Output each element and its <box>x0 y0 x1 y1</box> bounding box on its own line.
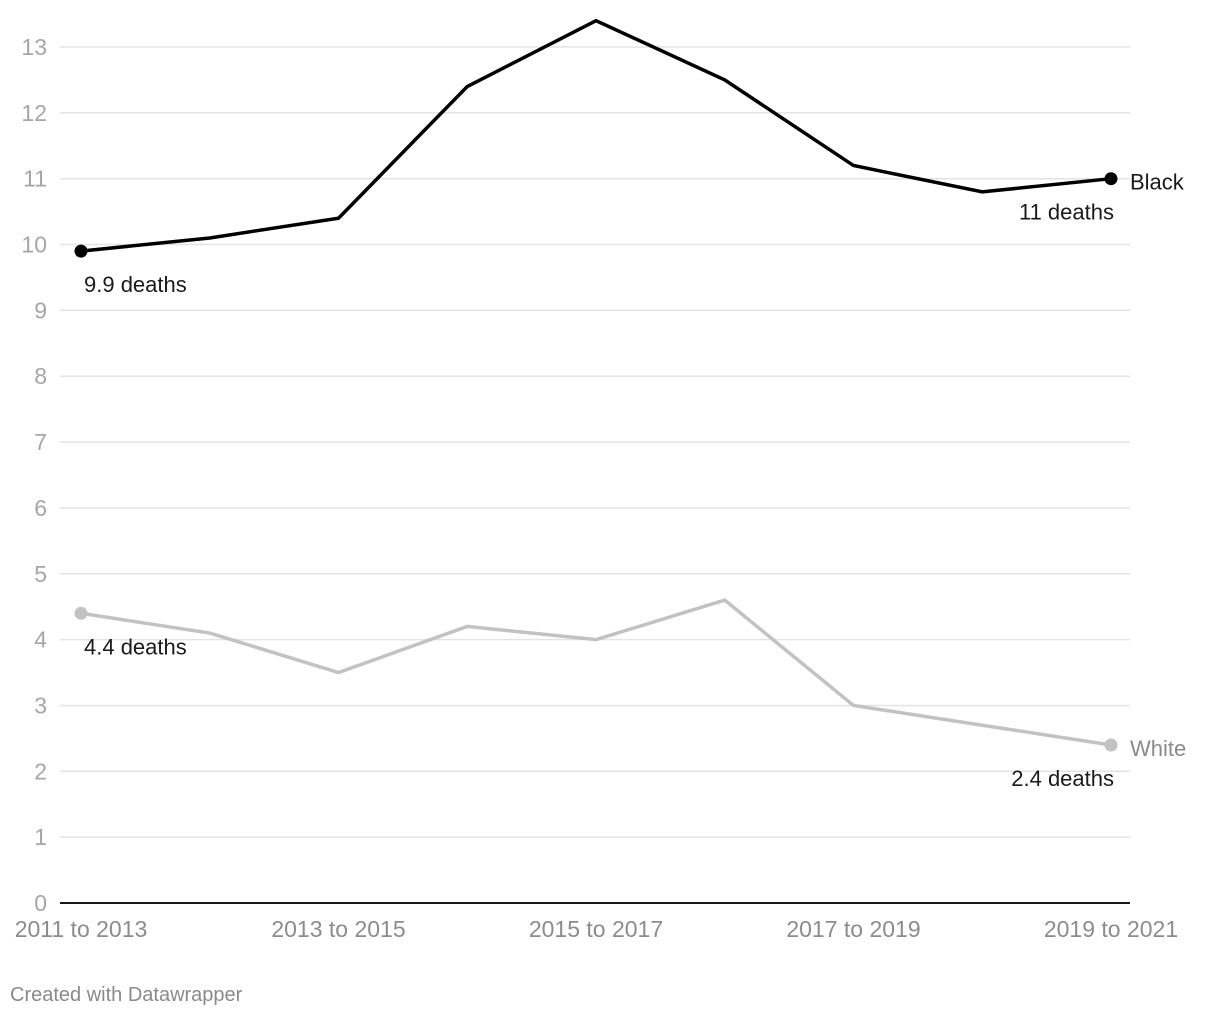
y-tick-label: 10 <box>21 232 47 258</box>
data-label: 2.4 deaths <box>1011 766 1114 791</box>
x-tick-label: 2017 to 2019 <box>786 916 920 942</box>
series-line-black <box>80 18 1112 253</box>
data-label: 4.4 deaths <box>84 634 187 659</box>
y-tick-label: 1 <box>34 824 47 850</box>
y-tick-label: 11 <box>23 166 47 192</box>
gridlines <box>60 46 1130 838</box>
y-tick-label: 13 <box>21 34 47 60</box>
data-label: 11 deaths <box>1019 200 1114 225</box>
y-tick-label: 0 <box>34 890 47 916</box>
x-tick-label: 2015 to 2017 <box>529 916 663 942</box>
y-tick-label: 8 <box>34 363 47 389</box>
x-axis: 2011 to 2013 2013 to 2015 2015 to 2017 2017… <box>15 902 1178 942</box>
y-tick-label: 7 <box>34 429 47 455</box>
y-tick-label: 3 <box>34 692 47 718</box>
y-tick-label: 5 <box>34 561 47 587</box>
series-labels: Black 9.9 deaths 11 deaths White 4.4 deaths 2… <box>84 170 1186 791</box>
series-lines <box>74 18 1118 752</box>
y-tick-label: 9 <box>34 297 47 323</box>
y-tick-label: 4 <box>34 627 47 653</box>
series-endpoint-white <box>74 606 88 620</box>
y-tick-label: 2 <box>34 758 47 784</box>
series-endpoint-black <box>1104 172 1118 186</box>
y-tick-label: 12 <box>21 100 47 126</box>
footer-credit: Created with Datawrapper <box>10 984 243 1006</box>
series-endpoint-black <box>74 244 88 258</box>
x-tick-label: 2011 to 2013 <box>15 916 148 942</box>
series-name-black: Black <box>1130 170 1185 195</box>
series-endpoint-white <box>1104 738 1118 752</box>
y-tick-label: 6 <box>34 495 47 521</box>
data-label: 9.9 deaths <box>84 272 187 297</box>
series-line-white <box>80 598 1112 747</box>
x-tick-label: 2019 to 2021 <box>1044 916 1178 942</box>
series-name-white: White <box>1130 736 1186 761</box>
x-tick-label: 2013 to 2015 <box>271 916 405 942</box>
